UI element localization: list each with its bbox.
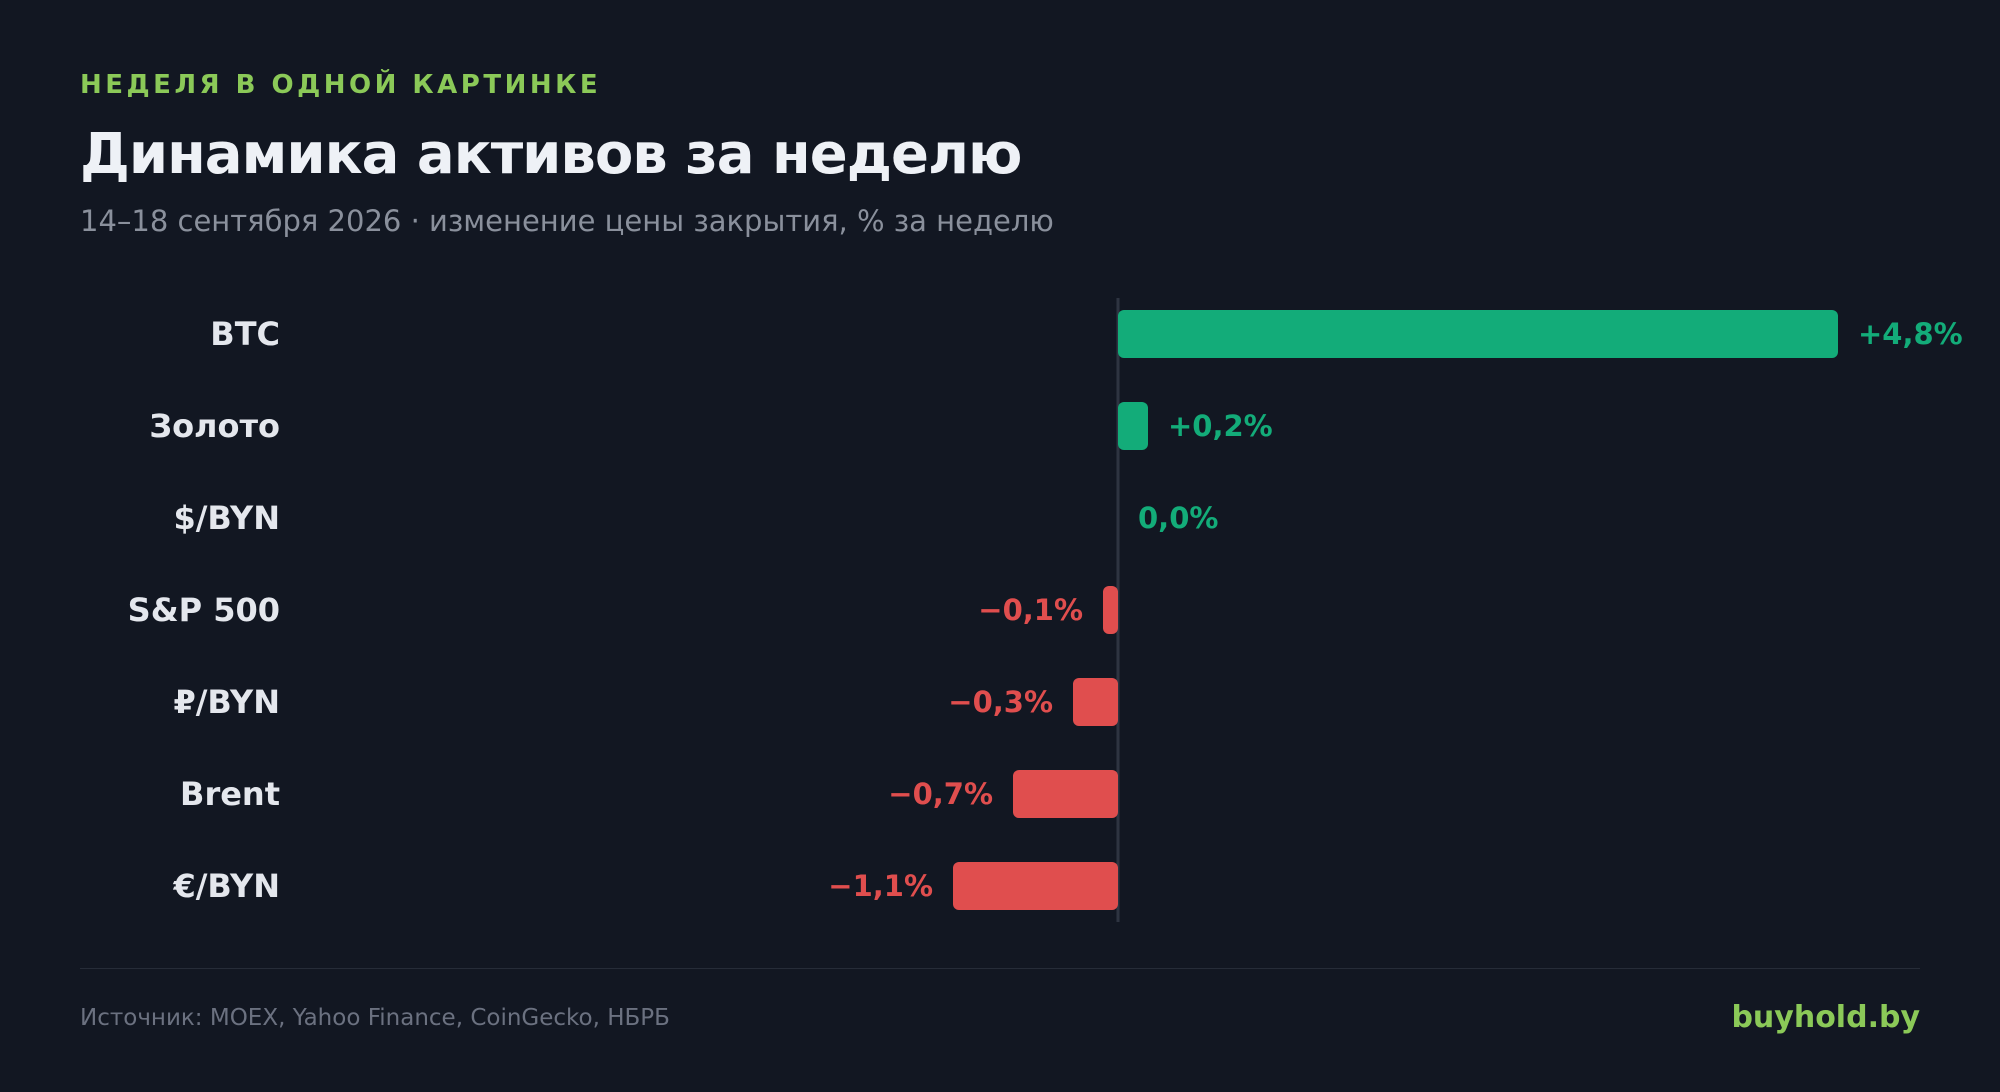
category-label: $/BYN — [173, 499, 280, 537]
source-note: Источник: MOEX, Yahoo Finance, CoinGecko… — [80, 1005, 670, 1031]
value-label: −0,7% — [888, 777, 993, 811]
value-label: −0,3% — [948, 685, 1053, 719]
bar — [1118, 310, 1838, 358]
category-label: ₽/BYN — [173, 683, 280, 721]
page-title: Динамика активов за неделю — [80, 122, 1022, 187]
category-label: Brent — [180, 775, 280, 813]
bar — [953, 862, 1118, 910]
bar — [1103, 586, 1118, 634]
category-label: €/BYN — [172, 867, 280, 905]
bar — [1013, 770, 1118, 818]
value-label: +0,2% — [1168, 409, 1273, 443]
bar — [1118, 402, 1148, 450]
category-label: S&P 500 — [128, 591, 280, 629]
value-label: 0,0% — [1138, 501, 1218, 535]
category-label: Золото — [149, 407, 280, 445]
value-label: +4,8% — [1858, 317, 1963, 351]
bar — [1073, 678, 1118, 726]
footer-divider — [80, 968, 1920, 969]
page-subtitle: 14–18 сентября 2026 · изменение цены зак… — [80, 204, 1054, 238]
bar-chart: BTC +4,8% Золото +0,2% $/BYN 0,0% S&P 500 −0,1%… — [128, 298, 1963, 922]
category-label: BTC — [210, 315, 280, 353]
value-label: −0,1% — [978, 593, 1083, 627]
brand-link[interactable]: buyhold.by — [1731, 1000, 1920, 1035]
kicker: НЕДЕЛЯ В ОДНОЙ КАРТИНКЕ — [80, 70, 602, 100]
value-label: −1,1% — [828, 869, 933, 903]
